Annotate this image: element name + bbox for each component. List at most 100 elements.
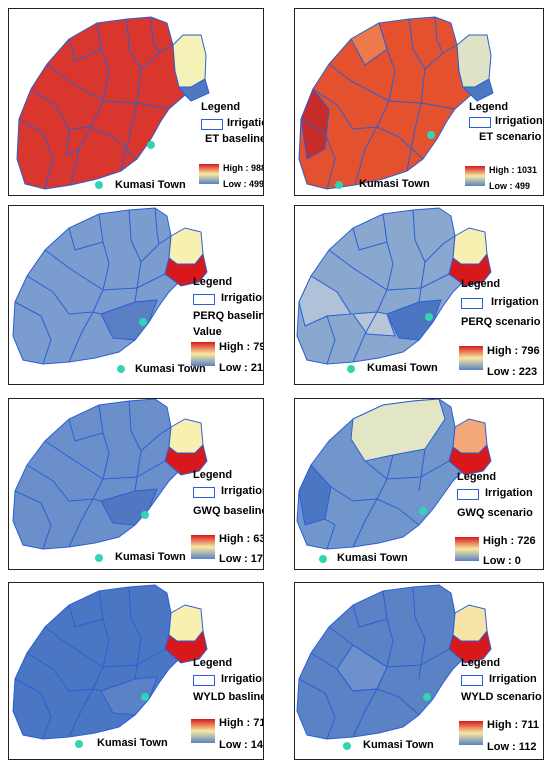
kumasi-town-marker bbox=[423, 693, 431, 701]
ramp-high-label: High : 796 bbox=[219, 341, 263, 353]
irrigation-legend-label: Irrigation bbox=[227, 117, 263, 129]
irrigation-legend-label: Irrigation bbox=[489, 673, 537, 685]
irrigation-area bbox=[452, 604, 488, 642]
color-ramp bbox=[459, 721, 483, 745]
kumasi-town-legend-dot bbox=[343, 742, 351, 750]
irrigation-legend-swatch bbox=[457, 489, 479, 500]
ramp-high-label: High : 726 bbox=[483, 535, 536, 547]
legend-title: Legend bbox=[461, 657, 501, 669]
ramp-high-label: High : 711 bbox=[487, 719, 539, 731]
irrigation-legend-swatch bbox=[193, 675, 215, 686]
color-ramp bbox=[465, 166, 485, 186]
kumasi-town-legend-label: Kumasi Town bbox=[337, 552, 408, 564]
irrigation-legend-swatch bbox=[193, 487, 215, 498]
kumasi-town-legend-dot bbox=[347, 365, 355, 373]
subbasin-boundaries bbox=[324, 448, 450, 550]
irrigation-area bbox=[168, 418, 204, 454]
subbasin-boundaries bbox=[14, 400, 172, 550]
irrigation-legend-label: Irrigation bbox=[221, 485, 264, 497]
kumasi-town-legend-label: Kumasi Town bbox=[115, 551, 186, 563]
irrigation-area bbox=[172, 34, 207, 88]
legend-title: Legend bbox=[469, 101, 509, 113]
watershed-area bbox=[296, 584, 466, 740]
legend-title: Legend bbox=[193, 276, 233, 288]
east-subbasin bbox=[448, 629, 492, 664]
ramp-high-label: High : 711 bbox=[219, 717, 263, 729]
layer-name: GWQ scenario bbox=[457, 507, 533, 519]
north-subbasin bbox=[350, 399, 446, 462]
watershed-map bbox=[298, 16, 494, 190]
watershed-map bbox=[296, 584, 492, 740]
watershed-map bbox=[12, 399, 208, 550]
layer-name: ET scenario bbox=[479, 131, 542, 143]
color-ramp bbox=[459, 346, 483, 370]
irrigation-legend-swatch bbox=[461, 298, 483, 309]
subbasin-boundaries bbox=[18, 16, 174, 190]
color-ramp bbox=[191, 535, 215, 559]
color-ramp bbox=[191, 719, 215, 743]
east-subbasin bbox=[448, 252, 492, 287]
kumasi-town-legend-label: Kumasi Town bbox=[97, 737, 168, 749]
irrigation-area bbox=[452, 227, 488, 265]
map-panel-wyld-baseline: Legend Irrigation WYLD basline High : 71… bbox=[8, 582, 264, 760]
east-subbasin bbox=[164, 444, 208, 476]
west-subbasin bbox=[298, 464, 332, 526]
middle-subbasin bbox=[352, 311, 396, 337]
ramp-low-label: Low : 17 bbox=[219, 553, 264, 565]
map-panel-gwq-scenario: Legend Irrigation GWQ scenario High : 72… bbox=[294, 398, 544, 570]
kumasi-town-marker bbox=[425, 313, 433, 321]
legend-title: Legend bbox=[457, 471, 497, 483]
map-panel-perq-baseline: Legend Irrigation PERQ baseline Value Hi… bbox=[8, 205, 264, 385]
ramp-low-label: Low : 223 bbox=[487, 366, 538, 378]
kumasi-town-legend-label: Kumasi Town bbox=[115, 179, 186, 191]
ramp-low-label: Low : 499 bbox=[223, 179, 264, 189]
watershed-area bbox=[12, 584, 182, 740]
irrigation-legend-swatch bbox=[201, 119, 223, 130]
kumasi-town-marker bbox=[427, 131, 435, 139]
legend-title: Legend bbox=[201, 101, 241, 113]
map-panel-et-scenario: Legend Irrigation ET scenario High : 103… bbox=[294, 8, 544, 196]
subbasin-boundaries bbox=[298, 586, 450, 740]
east-subbasin bbox=[178, 78, 210, 102]
legend-title: Legend bbox=[193, 657, 233, 669]
ramp-low-label: Low : 0 bbox=[483, 555, 521, 567]
watershed-area bbox=[12, 399, 182, 550]
subbasin-boundaries bbox=[300, 16, 458, 190]
west-subbasin bbox=[300, 88, 330, 160]
kumasi-town-legend-dot bbox=[95, 554, 103, 562]
irrigation-legend-label: Irrigation bbox=[491, 296, 539, 308]
ramp-low-label: Low : 499 bbox=[489, 181, 531, 191]
irrigation-area bbox=[168, 227, 204, 265]
kumasi-town-legend-dot bbox=[117, 365, 125, 373]
irrigation-area bbox=[456, 34, 492, 88]
color-ramp bbox=[455, 537, 479, 561]
east-subbasin bbox=[448, 444, 492, 476]
irrigation-legend-label: Irrigation bbox=[495, 115, 543, 127]
layer-name: PERQ baseline bbox=[193, 310, 264, 322]
irrigation-legend-label: Irrigation bbox=[485, 487, 533, 499]
kumasi-town-marker bbox=[141, 693, 149, 701]
layer-name: PERQ scenario bbox=[461, 316, 541, 328]
layer-name: WYLD scenario bbox=[461, 691, 542, 703]
kumasi-town-legend-dot bbox=[319, 555, 327, 563]
ramp-low-label: Low : 211 bbox=[219, 362, 264, 374]
kumasi-town-marker bbox=[147, 141, 155, 149]
kumasi-town-marker bbox=[139, 318, 147, 326]
irrigation-legend-swatch bbox=[193, 294, 215, 305]
east-subbasin bbox=[164, 629, 208, 664]
kumasi-town-legend-label: Kumasi Town bbox=[367, 362, 438, 374]
subbasin-boundaries bbox=[326, 209, 456, 365]
watershed-map bbox=[12, 207, 208, 365]
watershed-area bbox=[16, 16, 186, 190]
irrigation-legend-swatch bbox=[469, 117, 491, 128]
irrigation-area bbox=[452, 418, 488, 454]
kumasi-town-legend-label: Kumasi Town bbox=[363, 739, 434, 751]
ramp-high-label: High : 988 bbox=[223, 163, 264, 173]
layer-name: ET baseline bbox=[205, 133, 264, 145]
west-subbasin bbox=[298, 275, 352, 327]
watershed-map bbox=[12, 584, 208, 740]
legend-title: Legend bbox=[193, 469, 233, 481]
subbasin-boundaries bbox=[14, 207, 172, 365]
subbasin-boundaries bbox=[14, 586, 166, 740]
kumasi-town-legend-label: Kumasi Town bbox=[135, 363, 206, 375]
